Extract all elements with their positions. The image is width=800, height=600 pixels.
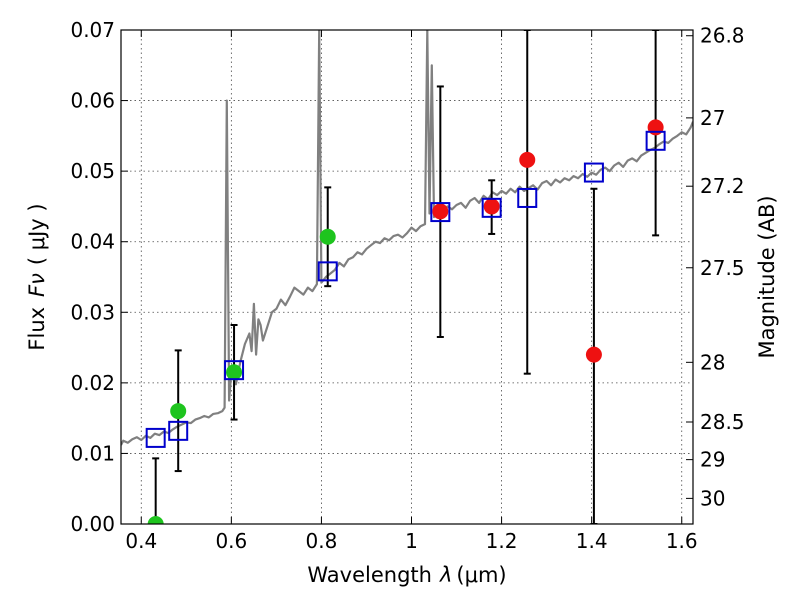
y-tick-label: 0.01: [70, 441, 115, 465]
model-square: [145, 427, 166, 448]
x-tick-label: 0.4: [125, 529, 157, 553]
model-square: [430, 202, 451, 223]
model-square: [517, 187, 538, 208]
x-tick-label: 1.6: [666, 529, 698, 553]
green-point: [170, 403, 187, 420]
y-tick-label: 0.04: [70, 230, 115, 254]
magnitude-tick-label: 27.2: [700, 174, 745, 198]
magnitude-tick-label: 26.8: [700, 24, 745, 48]
y-tick-label: 0.05: [70, 159, 115, 183]
grid: [121, 30, 693, 524]
x-axis-label: Wavelength λ (μm): [307, 563, 506, 587]
model-square: [583, 162, 604, 183]
red-point: [432, 203, 449, 220]
green-points: [147, 228, 336, 524]
magnitude-tick-label: 30: [700, 486, 725, 510]
x-tick-label: 1.4: [576, 529, 608, 553]
y-tick-label: 0.02: [70, 371, 115, 395]
x-tick-label: 1.2: [486, 529, 518, 553]
magnitude-tick-label: 28: [700, 350, 725, 374]
plot-frame: [120, 29, 694, 525]
model-square: [224, 360, 245, 381]
green-point: [319, 228, 336, 245]
y-tick-label: 0.03: [70, 300, 115, 324]
magnitude-axis-label: Magnitude (AB): [755, 195, 779, 358]
magnitude-tick-label: 28.5: [700, 410, 745, 434]
x-tick-label: 1: [405, 529, 418, 553]
model-square: [481, 197, 502, 218]
red-point: [647, 119, 664, 136]
red-point: [585, 346, 602, 363]
y-tick-label: 0.07: [70, 18, 115, 42]
red-point: [519, 151, 536, 168]
y-tick-label: 0.00: [70, 512, 115, 536]
x-axis-ticks: 0.4 0.6 0.8 1 1.2 1.4 1.6: [125, 30, 698, 553]
model-squares: [145, 130, 666, 448]
green-point: [226, 364, 243, 381]
magnitude-tick-label: 27: [700, 106, 725, 130]
red-points: [432, 119, 664, 363]
x-tick-label: 0.8: [306, 529, 338, 553]
y-axis-ticks: 0.00 0.01 0.02 0.03 0.04 0.05 0.06 0.07: [70, 18, 128, 536]
green-point: [147, 516, 164, 524]
spectrum-line: [121, 30, 693, 446]
magnitude-tick-label: 27.5: [700, 256, 745, 280]
magnitude-axis-ticks: 26.8 27 27.2 27.5 28 28.5 29 30: [686, 24, 745, 510]
x-tick-label: 0.6: [215, 529, 247, 553]
red-point: [483, 198, 500, 215]
magnitude-tick-label: 29: [700, 448, 725, 472]
y-tick-label: 0.06: [70, 89, 115, 113]
model-square: [645, 130, 666, 151]
model-square: [168, 420, 189, 441]
y-axis-label: FluxFν( μJy ): [25, 203, 49, 350]
model-square: [317, 261, 338, 282]
